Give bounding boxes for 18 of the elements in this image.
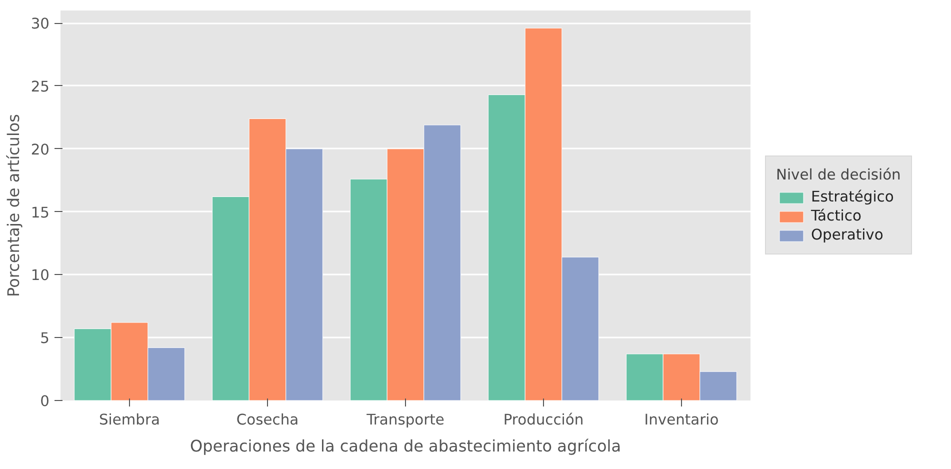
x-tick-label: Producción bbox=[503, 412, 584, 428]
y-tick-label: 15 bbox=[30, 204, 50, 222]
y-tick-label: 30 bbox=[30, 16, 50, 33]
x-axis-title: Operaciones de la cadena de abastecimiento agrícola bbox=[190, 436, 621, 456]
x-tick-label: Siembra bbox=[99, 412, 160, 428]
x-tick-label: Cosecha bbox=[236, 412, 299, 428]
y-axis-title: Porcentaje de artículos bbox=[4, 114, 23, 298]
y-tick-label: 25 bbox=[30, 78, 50, 96]
legend-label: Estratégico bbox=[811, 188, 894, 206]
y-tick-label: 0 bbox=[40, 393, 50, 410]
legend-label: Táctico bbox=[811, 208, 862, 224]
y-tick-label: 5 bbox=[40, 330, 50, 348]
x-tick-label: Transporte bbox=[366, 412, 444, 428]
y-tick-label: 20 bbox=[30, 141, 50, 158]
legend-title: Nivel de decisión bbox=[776, 166, 901, 184]
y-tick-label: 10 bbox=[30, 267, 50, 284]
legend-label: Operativo bbox=[811, 226, 884, 244]
x-tick-label: Inventario bbox=[644, 412, 719, 428]
